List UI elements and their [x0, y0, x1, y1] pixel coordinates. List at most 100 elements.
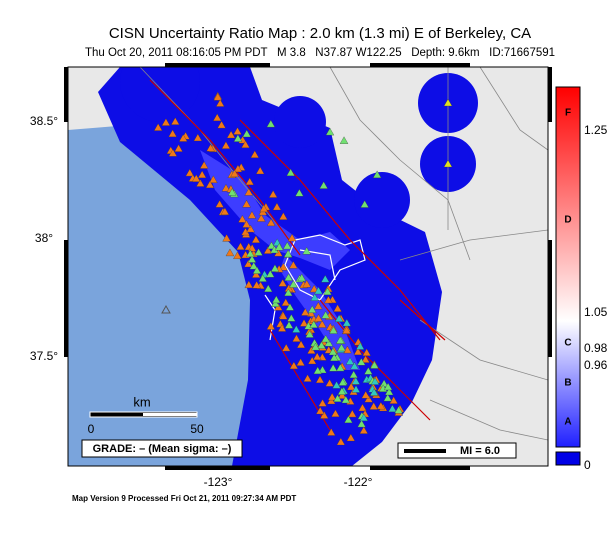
colorbar-value: 1.05	[584, 305, 608, 319]
station-marker	[324, 295, 333, 304]
station-marker	[323, 287, 332, 295]
station-marker	[370, 377, 380, 385]
station-marker	[343, 345, 352, 354]
station-marker	[314, 301, 323, 310]
lat-label: 37.5°	[30, 349, 58, 363]
station-marker	[329, 353, 339, 362]
station-marker	[230, 169, 239, 178]
station-marker	[312, 352, 322, 360]
frame-segment	[548, 67, 552, 122]
lat-label: 38°	[35, 231, 53, 245]
station-marker	[443, 98, 453, 107]
grade-letter: C	[564, 338, 571, 349]
station-marker	[244, 188, 254, 196]
lon-label: -122°	[344, 475, 373, 489]
station-marker	[350, 361, 359, 370]
station-marker	[333, 394, 342, 402]
station-marker	[272, 202, 282, 211]
station-marker	[266, 218, 276, 227]
grade-letter: A	[564, 417, 571, 428]
station-marker	[284, 273, 293, 281]
frame-segment	[548, 240, 552, 357]
station-marker	[303, 374, 312, 382]
colorbar-value: 0.96	[584, 358, 608, 372]
station-marker	[329, 326, 338, 334]
station-marker	[258, 274, 268, 282]
station-marker	[333, 304, 342, 312]
station-marker	[213, 93, 223, 101]
station-marker	[295, 188, 304, 197]
frame-segment	[165, 466, 270, 470]
station-marker	[241, 140, 250, 148]
station-marker	[268, 190, 278, 198]
station-marker	[315, 375, 325, 384]
station-marker	[327, 428, 336, 436]
station-marker	[247, 211, 257, 219]
station-marker	[328, 347, 338, 356]
station-marker	[233, 134, 243, 142]
station-marker	[296, 358, 305, 366]
frame-segment	[165, 63, 270, 67]
station-marker	[284, 321, 294, 329]
station-marker	[335, 336, 345, 344]
station-marker	[233, 127, 242, 135]
station-marker	[361, 355, 370, 363]
station-marker	[359, 413, 369, 422]
station-marker	[266, 270, 275, 278]
station-marker	[279, 212, 288, 220]
station-marker	[247, 255, 257, 263]
station-marker	[299, 319, 309, 327]
station-marker	[443, 159, 453, 168]
station-marker	[376, 401, 386, 410]
station-marker	[337, 391, 347, 399]
station-marker	[222, 234, 231, 242]
station-marker	[244, 280, 254, 288]
station-marker	[359, 426, 369, 434]
station-marker	[279, 262, 288, 271]
station-marker	[274, 303, 283, 311]
station-marker	[342, 326, 351, 334]
station-marker	[227, 188, 237, 196]
station-marker	[259, 204, 269, 213]
station-marker	[282, 241, 292, 250]
station-marker	[332, 381, 341, 389]
station-marker	[318, 365, 327, 374]
station-marker	[285, 303, 295, 311]
station-marker	[331, 409, 340, 417]
station-marker	[209, 175, 218, 183]
station-marker	[314, 286, 323, 295]
station-marker	[317, 341, 326, 349]
frame-segment	[64, 240, 68, 357]
station-marker	[307, 305, 317, 313]
scale-end: 50	[190, 422, 204, 436]
station-marker	[311, 342, 320, 351]
station-marker	[348, 409, 357, 418]
station-marker	[206, 143, 215, 152]
footer: Map Version 9 Processed Fri Oct 21, 2011…	[72, 494, 296, 503]
station-marker	[338, 378, 347, 386]
mi-bar	[404, 449, 446, 453]
station-marker	[266, 119, 276, 128]
station-marker	[328, 364, 338, 372]
station-marker	[242, 129, 252, 138]
station-marker	[205, 180, 215, 189]
scale-start: 0	[88, 422, 95, 436]
stations	[153, 91, 453, 446]
station-marker	[360, 200, 369, 208]
station-marker	[161, 304, 171, 314]
frame-segment	[64, 67, 68, 122]
ocean	[68, 125, 345, 466]
station-marker	[388, 404, 397, 413]
station-marker	[345, 357, 355, 365]
station-marker	[233, 251, 242, 259]
station-marker	[296, 340, 306, 348]
station-marker	[309, 284, 319, 293]
station-marker	[357, 357, 366, 366]
station-marker	[271, 299, 280, 307]
station-marker	[284, 288, 293, 297]
station-marker	[263, 246, 273, 254]
station-marker	[193, 133, 203, 142]
station-marker	[245, 177, 254, 186]
station-marker	[215, 99, 225, 107]
station-marker	[257, 214, 266, 222]
